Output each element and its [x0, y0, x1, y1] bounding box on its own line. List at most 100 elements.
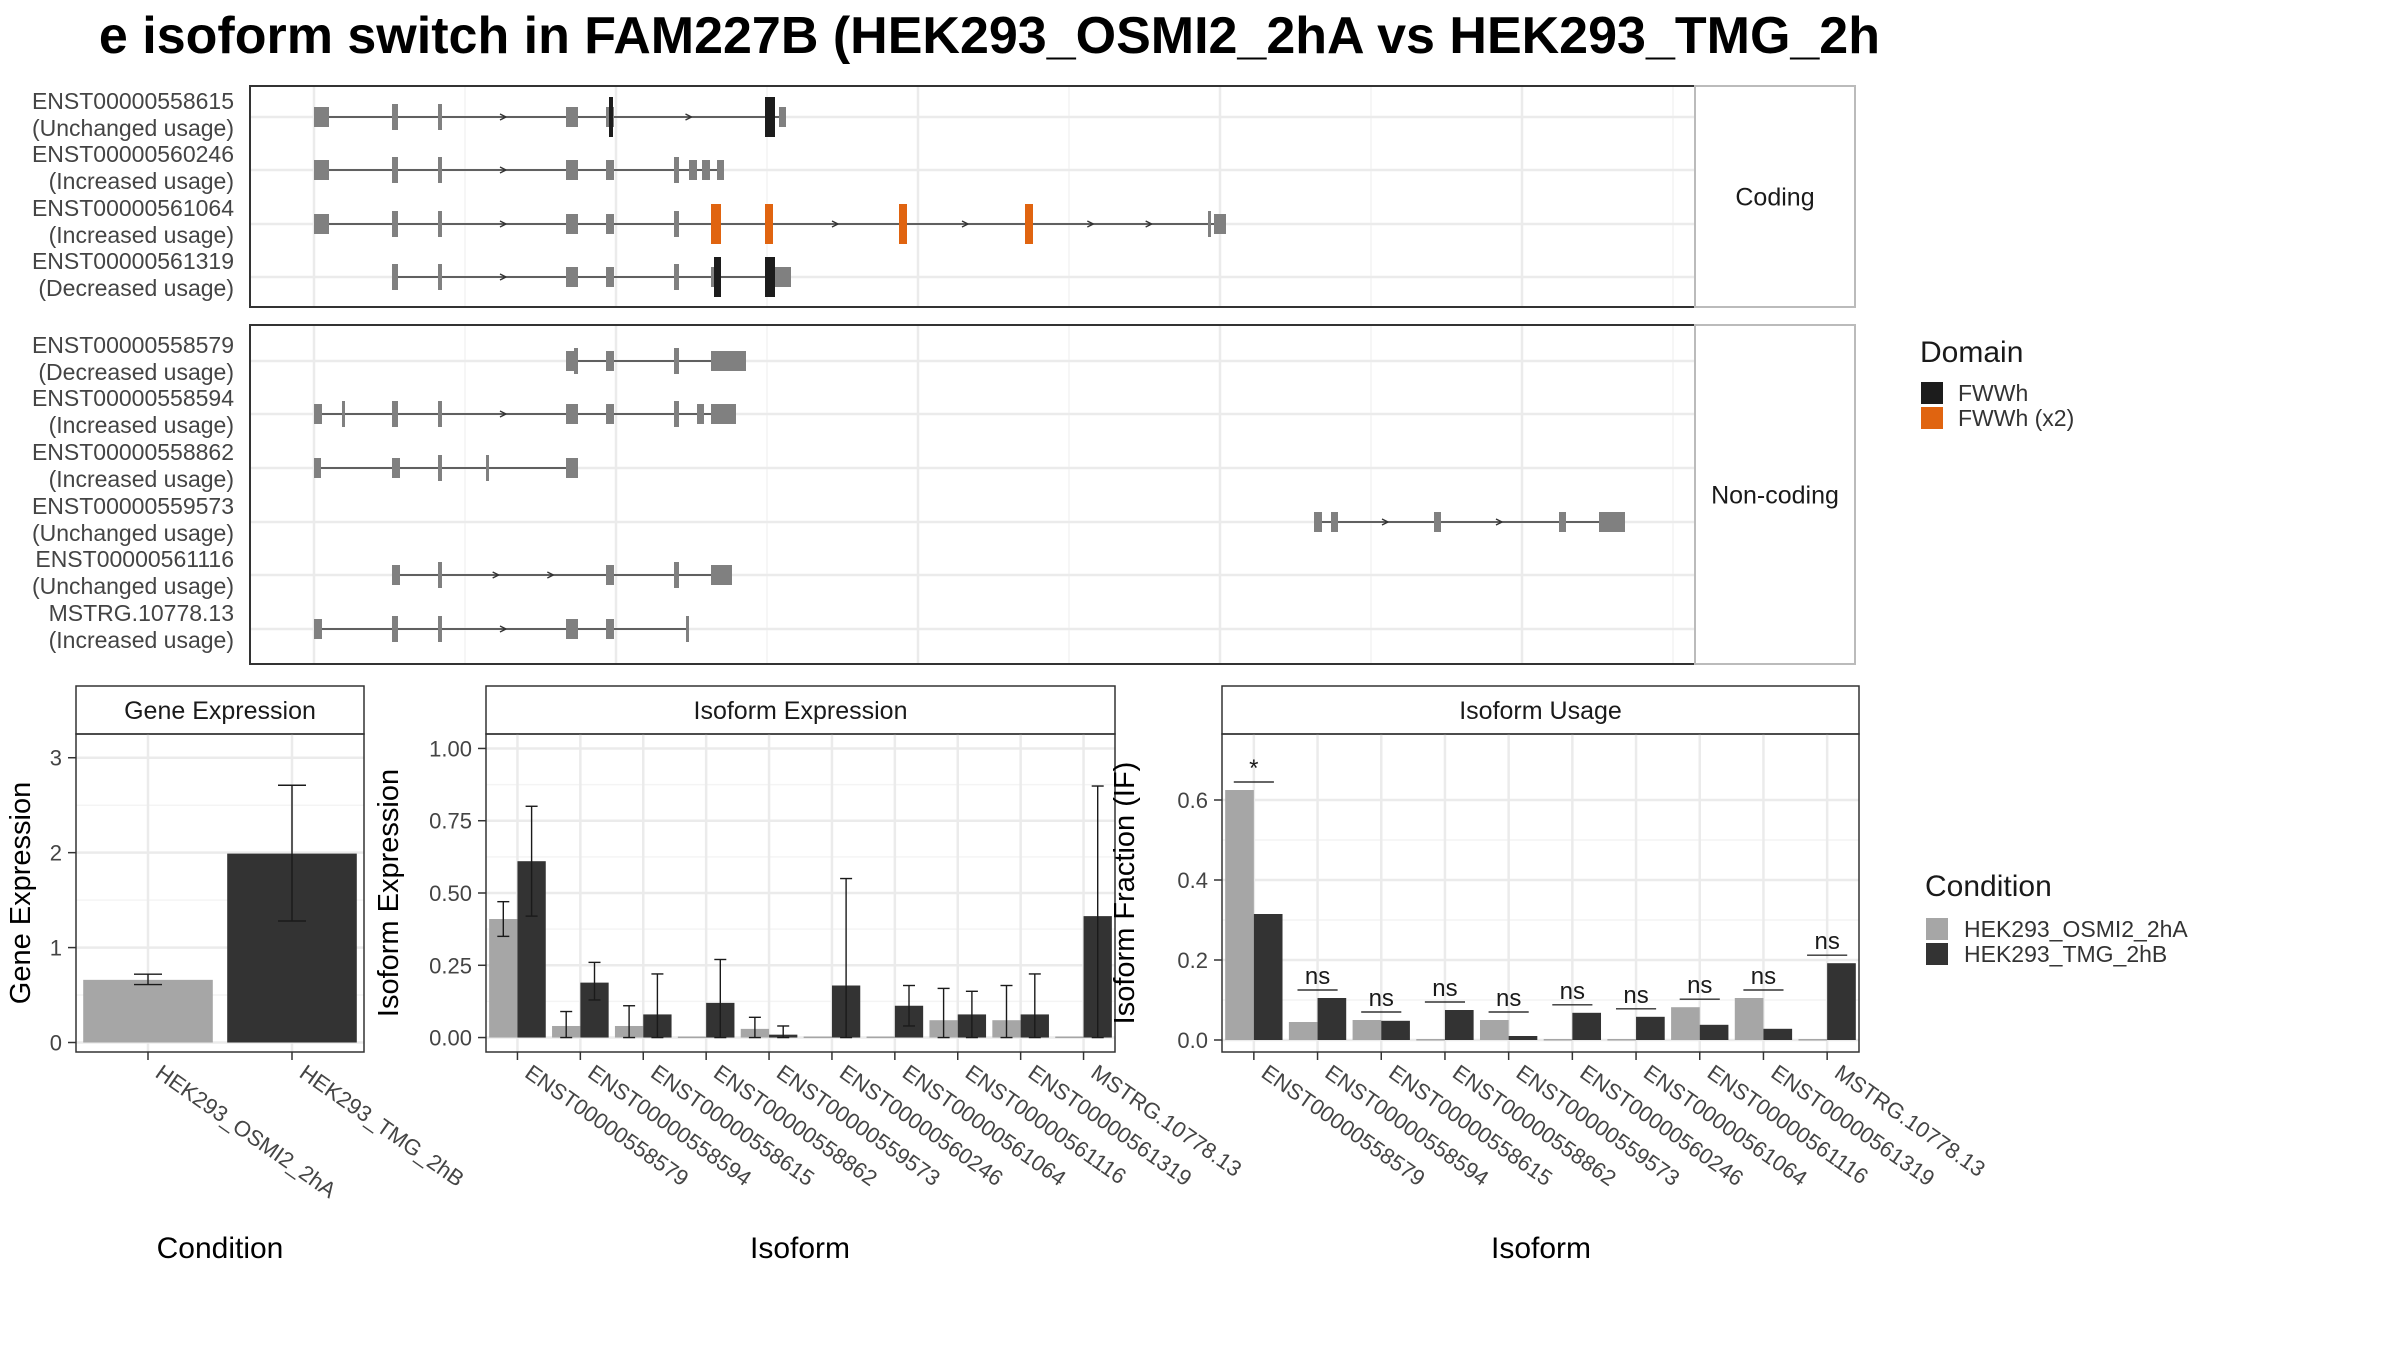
exon-block — [606, 351, 614, 371]
exon-block — [779, 107, 786, 127]
structure-panel-bg — [250, 325, 1695, 664]
transcript-usage-label: (Unchanged usage) — [32, 520, 234, 546]
strip-label: Isoform Expression — [694, 697, 908, 725]
exon-block — [392, 211, 398, 237]
y-tick-label: 0.00 — [429, 1026, 472, 1051]
exon-block — [606, 160, 614, 180]
intron-arrow — [831, 220, 840, 228]
plot-border — [1221, 733, 1860, 1053]
y-tick-label: 3 — [50, 746, 62, 771]
domain-legend-label: FWWh — [1958, 380, 2028, 406]
bar-HEK293_OSMI2_2hA-ENST00000560246 — [1543, 1039, 1573, 1041]
y-tick-label: 1 — [50, 936, 62, 961]
exon-block — [438, 264, 442, 290]
exon-block — [724, 351, 746, 371]
transcript-id-label: ENST00000558862 — [32, 439, 234, 465]
transcript-usage-label: (Increased usage) — [49, 627, 234, 653]
exon-block — [1599, 512, 1625, 532]
domain-legend-swatch — [1921, 407, 1943, 429]
bar-HEK293_OSMI2_2hA-MSTRG.10778.13 — [1798, 1039, 1828, 1041]
structure-strip — [1694, 85, 1856, 308]
transcript-ENST00000559573: ENST00000559573(Unchanged usage) — [32, 493, 1625, 546]
bar-HEK293_TMG_2hB-ENST00000561116 — [1699, 1024, 1729, 1040]
significance-label: ns — [1560, 978, 1585, 1005]
exon-block — [392, 565, 400, 585]
significance-label: ns — [1751, 963, 1776, 990]
domain-legend-swatch — [1921, 382, 1943, 404]
plot-border — [75, 733, 365, 1053]
intron-arrow — [499, 166, 508, 174]
transcript-ENST00000558862: ENST00000558862(Increased usage) — [32, 439, 578, 492]
exon-block — [674, 157, 679, 183]
intron-arrow — [1087, 220, 1095, 228]
bar-HEK293_OSMI2_2hA-ENST00000558594 — [1288, 1022, 1318, 1040]
domain-block — [765, 204, 773, 244]
exon-block — [438, 104, 442, 130]
exon-block — [1331, 512, 1338, 532]
transcript-ENST00000561064: ENST00000561064(Increased usage) — [32, 195, 1226, 248]
exon-block — [566, 458, 578, 478]
exon-block — [342, 401, 345, 427]
exon-block — [566, 404, 578, 424]
transcript-usage-label: (Increased usage) — [49, 222, 234, 248]
y-tick-label: 2 — [50, 841, 62, 866]
exon-block — [392, 401, 398, 427]
domain-legend-label: FWWh (x2) — [1958, 405, 2074, 431]
exon-block — [392, 458, 400, 478]
condition-legend-title: Condition — [1925, 870, 2052, 903]
domain-block — [765, 257, 775, 297]
bar-HEK293_OSMI2_2hA-ENST00000558579 — [489, 919, 518, 1038]
transcript-ENST00000558579: ENST00000558579(Decreased usage) — [32, 332, 746, 385]
transcript-usage-label: (Decreased usage) — [38, 275, 234, 301]
bar-HEK293_TMG_2hB-ENST00000561064 — [1636, 1016, 1665, 1040]
transcript-ENST00000561116: ENST00000561116(Unchanged usage) — [32, 546, 732, 599]
exon-block — [438, 211, 442, 237]
significance-label: ns — [1814, 928, 1839, 955]
y-tick-label: 0 — [50, 1031, 62, 1056]
domain-block — [714, 257, 721, 297]
transcript-usage-label: (Increased usage) — [49, 466, 234, 492]
intron-arrow — [685, 113, 694, 121]
bar-HEK293_OSMI2_2hA-ENST00000558579 — [1225, 790, 1254, 1040]
significance-label: ns — [1496, 985, 1521, 1012]
exon-block — [606, 214, 614, 234]
transcript-id-label: ENST00000558579 — [32, 332, 234, 358]
transcript-usage-label: (Decreased usage) — [38, 359, 234, 385]
bar-HEK293_OSMI2_2hA-ENST00000561116 — [1671, 1007, 1700, 1040]
exon-block — [314, 404, 322, 424]
y-axis-title: Isoform Expression — [373, 769, 405, 1017]
exon-block — [392, 157, 398, 183]
exon-block — [392, 104, 398, 130]
exon-block — [314, 214, 329, 234]
intron-arrow — [499, 625, 508, 633]
x-axis-title: Isoform — [750, 1232, 850, 1265]
exon-block — [1559, 512, 1566, 532]
y-tick-label: 0.25 — [429, 953, 472, 978]
exon-block — [314, 160, 329, 180]
exon-block — [486, 455, 489, 481]
transcript-usage-label: (Increased usage) — [49, 412, 234, 438]
transcript-ENST00000561319: ENST00000561319(Decreased usage) — [32, 248, 791, 301]
significance-label: ns — [1623, 982, 1648, 1009]
exon-block — [1208, 211, 1211, 237]
exon-block — [674, 348, 679, 374]
exon-block — [711, 351, 724, 371]
domain-block — [609, 97, 613, 137]
bar-HEK293_OSMI2_2hA-MSTRG.10778.13 — [1055, 1036, 1084, 1039]
transcript-MSTRG.10778.13: MSTRG.10778.13(Increased usage) — [49, 600, 689, 653]
condition-legend-label: HEK293_TMG_2hB — [1964, 941, 2167, 967]
intron-arrow — [547, 571, 555, 579]
exon-block — [438, 455, 442, 481]
exon-block — [566, 619, 578, 639]
y-tick-label: 0.6 — [1177, 788, 1208, 813]
y-tick-label: 0.75 — [429, 809, 472, 834]
x-axis-title: Condition — [157, 1232, 284, 1265]
bar-HEK293_TMG_2hB-ENST00000559573 — [1508, 1036, 1538, 1040]
transcript-ENST00000558594: ENST00000558594(Increased usage) — [32, 385, 736, 438]
transcript-id-label: MSTRG.10778.13 — [49, 600, 234, 626]
exon-block — [674, 562, 679, 588]
bar-HEK293_OSMI2_2hA — [83, 979, 213, 1043]
exon-block — [717, 160, 724, 180]
